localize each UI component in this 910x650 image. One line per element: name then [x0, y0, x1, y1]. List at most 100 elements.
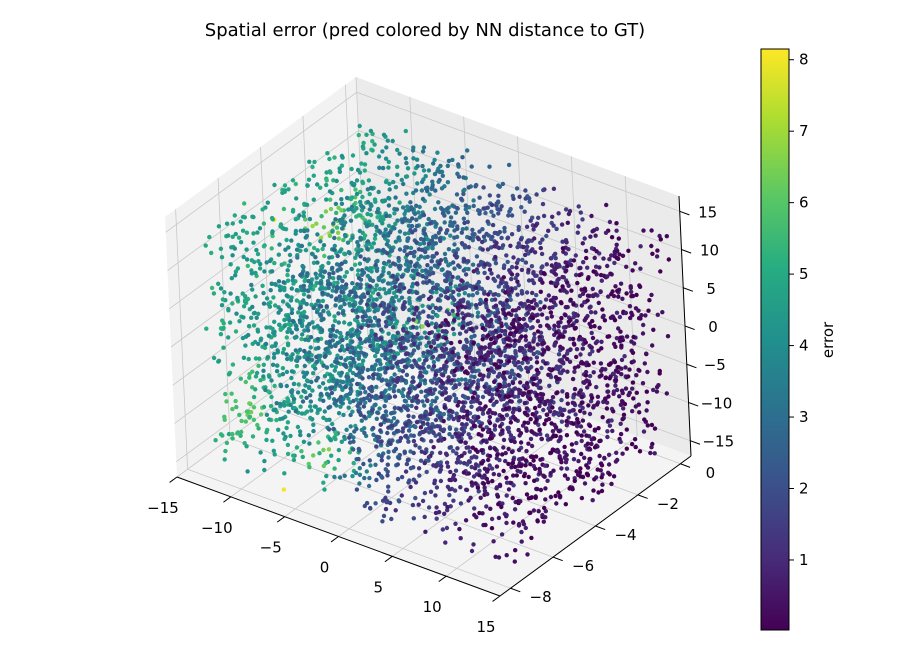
- scatter-point: [609, 235, 615, 240]
- scatter-point: [557, 454, 562, 459]
- scatter-point: [537, 378, 543, 384]
- scatter-point: [221, 321, 226, 326]
- scatter-point: [434, 462, 439, 468]
- scatter-point: [216, 359, 221, 364]
- scatter-point: [367, 458, 372, 463]
- scatter-point: [435, 313, 440, 319]
- scatter-point: [561, 368, 566, 373]
- scatter-point: [291, 453, 296, 458]
- scatter-point: [613, 284, 618, 289]
- scatter-point: [335, 280, 340, 285]
- scatter-point: [470, 368, 475, 374]
- scatter-point: [526, 303, 532, 309]
- scatter-point: [321, 415, 326, 420]
- scatter-point: [420, 274, 425, 279]
- scatter-point: [317, 451, 322, 456]
- scatter-point: [285, 356, 290, 362]
- scatter-point: [475, 314, 480, 319]
- scatter-point: [333, 303, 338, 308]
- scatter-point: [302, 374, 307, 379]
- scatter-point: [384, 145, 389, 150]
- scatter-point: [453, 431, 458, 436]
- scatter-point: [258, 338, 263, 343]
- scatter-point: [509, 399, 514, 404]
- scatter-point: [603, 230, 609, 235]
- scatter-point: [527, 344, 532, 349]
- scatter-point: [342, 259, 348, 264]
- scatter-point: [280, 225, 285, 231]
- scatter-point: [318, 391, 324, 397]
- scatter-point: [530, 290, 535, 296]
- scatter-point: [469, 480, 474, 485]
- scatter-point: [407, 390, 412, 395]
- scatter-point: [363, 339, 368, 344]
- scatter-point: [431, 430, 436, 436]
- scatter-point: [326, 405, 331, 410]
- scatter-point: [452, 253, 458, 258]
- scatter-point: [287, 318, 292, 323]
- scatter-point: [373, 262, 378, 268]
- scatter-point: [503, 354, 508, 359]
- scatter-point: [282, 323, 287, 328]
- scatter-point: [606, 452, 612, 457]
- scatter-point: [509, 272, 515, 277]
- scatter-point: [351, 447, 356, 452]
- scatter-point: [406, 267, 411, 272]
- scatter-point: [362, 233, 368, 238]
- scatter-point: [537, 403, 542, 409]
- scatter-point: [519, 301, 524, 306]
- scatter-point: [645, 423, 650, 428]
- scatter-point: [258, 450, 263, 455]
- scatter-point: [301, 283, 306, 288]
- scatter-point: [520, 360, 525, 366]
- scatter-point: [294, 298, 300, 303]
- scatter-point: [554, 226, 559, 232]
- scatter-point: [306, 433, 311, 438]
- scatter-point: [405, 330, 410, 335]
- scatter-point: [565, 401, 570, 406]
- scatter-point: [608, 315, 614, 320]
- scatter-point: [282, 188, 287, 193]
- scatter-point: [340, 311, 346, 316]
- scatter-point: [413, 424, 418, 430]
- scatter-point: [229, 245, 234, 250]
- scatter-point: [660, 310, 665, 315]
- scatter-point: [464, 487, 469, 492]
- scatter-point: [294, 358, 299, 363]
- scatter-point: [578, 210, 583, 215]
- scatter-point: [260, 207, 265, 212]
- scatter-point: [324, 170, 329, 175]
- scatter-point: [280, 372, 286, 377]
- scatter-point: [253, 387, 258, 392]
- scatter-point: [221, 345, 226, 350]
- scatter-point: [496, 555, 502, 560]
- scatter-point: [230, 253, 235, 258]
- scatter-point: [438, 450, 443, 455]
- scatter-point: [294, 196, 299, 201]
- scatter-point: [339, 226, 345, 231]
- scatter-point: [405, 166, 411, 171]
- scatter-point: [501, 275, 506, 280]
- scatter-point: [387, 395, 393, 400]
- scatter-point: [596, 300, 601, 306]
- scatter-point: [614, 255, 619, 261]
- scatter-point: [617, 252, 622, 257]
- scatter-point: [327, 372, 333, 377]
- scatter-point: [348, 218, 354, 223]
- scatter-point: [362, 162, 368, 167]
- scatter-point: [500, 428, 505, 433]
- scatter-point: [358, 237, 363, 242]
- scatter-point: [450, 434, 455, 440]
- scatter-point: [442, 363, 447, 368]
- scatter-point: [405, 457, 411, 462]
- scatter-point: [552, 341, 558, 346]
- scatter-point: [327, 189, 333, 194]
- scatter-point: [361, 461, 366, 467]
- scatter-point: [533, 223, 538, 228]
- scatter-point: [573, 272, 579, 278]
- scatter-point: [641, 322, 646, 328]
- scatter-point: [424, 275, 429, 280]
- scatter-point: [512, 439, 517, 445]
- scatter-point: [511, 414, 516, 419]
- scatter-point: [446, 378, 451, 383]
